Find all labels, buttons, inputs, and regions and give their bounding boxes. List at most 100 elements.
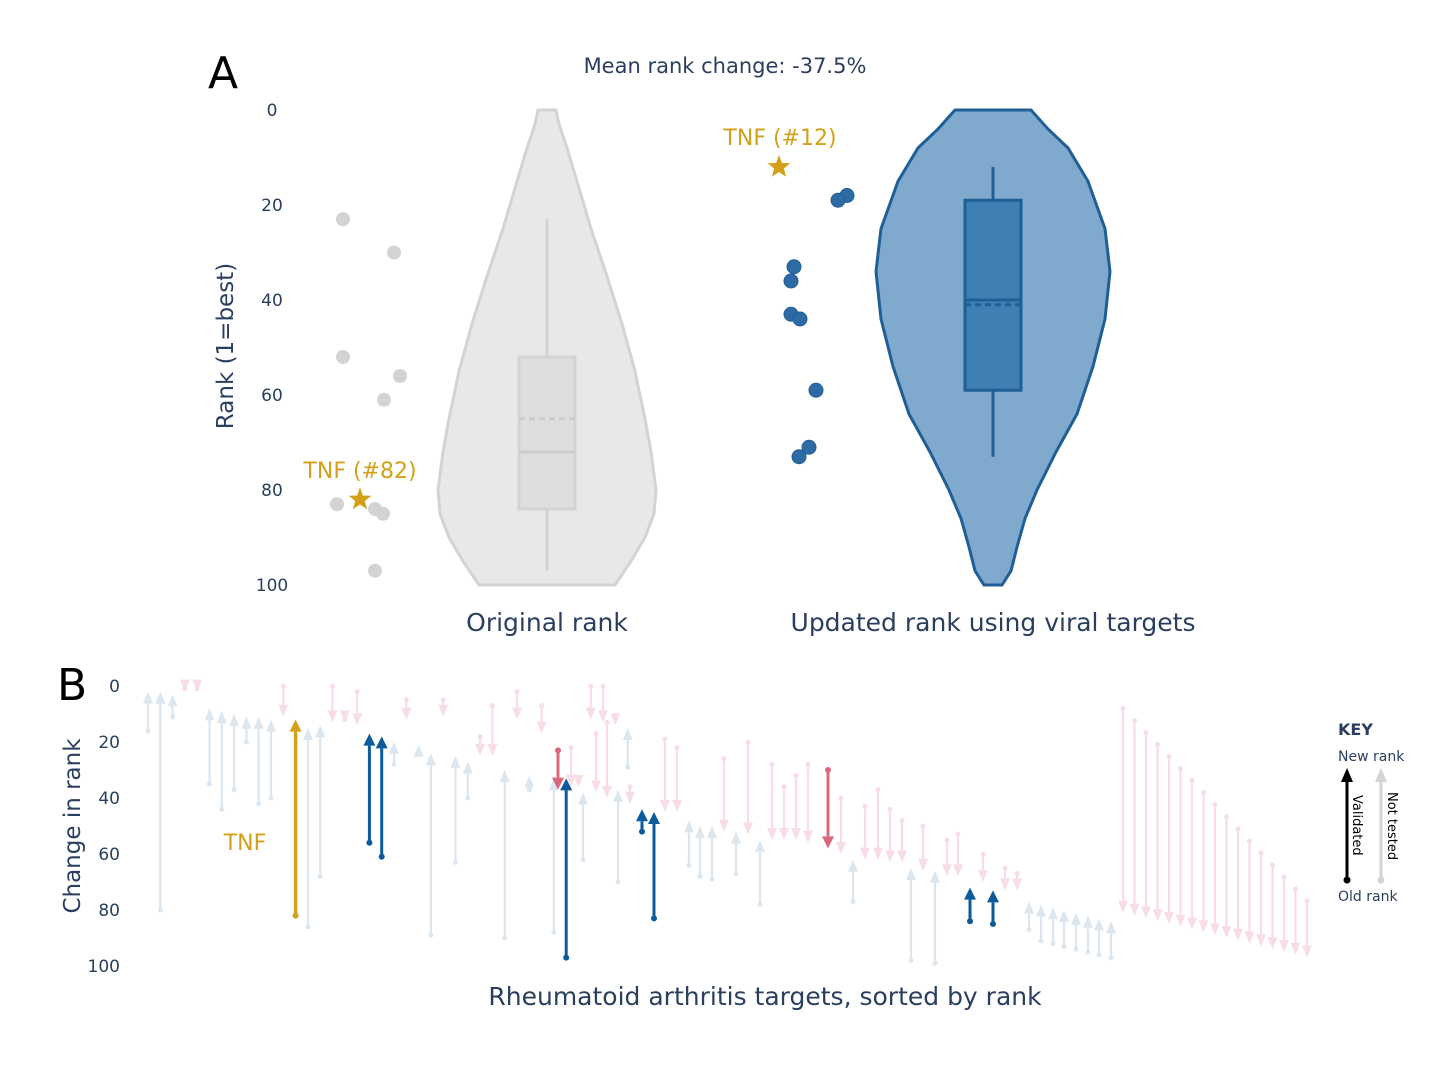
arrow-head — [1059, 910, 1069, 922]
arrow-tail — [576, 778, 581, 784]
point-updated — [801, 439, 817, 455]
arrow-tail — [875, 787, 881, 793]
arrow-tail — [1258, 850, 1264, 856]
arrow-head — [964, 887, 976, 900]
arrow-head — [836, 842, 846, 854]
arrow-tail — [1270, 862, 1275, 868]
arrow-tail — [615, 879, 621, 885]
tnf-annotation-original: TNF (#82) — [302, 459, 416, 484]
arrow-head — [179, 679, 190, 692]
arrow-head — [1071, 912, 1081, 925]
arrow-head — [684, 820, 694, 833]
arrow-tail — [967, 918, 973, 925]
arrow-tail — [1247, 838, 1252, 844]
arrow-tail — [588, 683, 594, 689]
arrow-head — [1000, 878, 1010, 891]
arrow-head — [155, 691, 166, 704]
point-updated — [830, 192, 846, 208]
arrow-head — [613, 789, 623, 802]
key-not-tested-arrow-tail — [1377, 876, 1385, 884]
arrow-tail — [1281, 874, 1287, 880]
arrow-tail — [793, 773, 799, 779]
arrow-tail — [887, 806, 893, 812]
arrow-tail — [908, 957, 914, 963]
arrow-tail — [243, 739, 249, 745]
arrow-head — [1152, 909, 1163, 922]
arrow-head — [1129, 903, 1140, 916]
arrow-head — [1256, 934, 1266, 947]
point-original — [336, 350, 350, 364]
arrow-tail — [769, 761, 775, 767]
key-validated-arrow-head — [1341, 768, 1353, 782]
point-updated — [791, 449, 807, 465]
points-original — [330, 212, 407, 578]
arrow-tail — [1061, 943, 1067, 949]
arrow-tail — [932, 960, 938, 966]
panel-b-letter: B — [57, 660, 87, 711]
arrow-tail — [170, 714, 176, 720]
arrow-head — [636, 809, 648, 822]
point-updated — [808, 382, 824, 398]
arrow-tail — [330, 683, 335, 689]
point-original — [330, 497, 344, 512]
arrow-tail — [1235, 826, 1241, 832]
arrow-tail — [686, 862, 692, 868]
arrow-tail — [1155, 742, 1160, 748]
arrow-head — [560, 778, 573, 791]
arrow-head — [1083, 915, 1093, 928]
arrow-head — [302, 728, 313, 740]
arrow-tail — [440, 697, 446, 703]
arrow-tail — [709, 876, 715, 882]
arrow-tail — [1143, 729, 1149, 735]
arrow-head — [978, 870, 988, 882]
arrow-head — [1118, 900, 1128, 913]
arrow-tail — [612, 717, 618, 723]
arrow-head — [143, 691, 153, 704]
arrow-head — [524, 775, 535, 788]
arrow-head — [755, 840, 765, 852]
arrow-head — [1279, 940, 1289, 952]
arrow-head — [598, 710, 609, 723]
arrow-head — [253, 716, 264, 729]
key-not-tested-label: Not tested — [1384, 792, 1399, 860]
arrow-tail — [1212, 802, 1218, 808]
arrow-head — [953, 864, 963, 877]
box-updated — [963, 198, 1023, 392]
arrow-tail — [526, 787, 532, 793]
arrow-tail — [1096, 952, 1102, 958]
arrow-tail — [757, 901, 763, 907]
arrow-tail — [465, 795, 471, 801]
arrow-tail — [825, 767, 831, 773]
arrow-tail — [697, 873, 703, 879]
arrow-tail — [378, 853, 385, 860]
arrow-head — [1024, 901, 1034, 914]
arrow-head — [327, 710, 338, 723]
arrow-head — [602, 786, 612, 798]
panel-a-letter: A — [208, 48, 238, 99]
arrow-head — [591, 780, 601, 793]
point-original — [368, 563, 382, 578]
arrow-tail — [745, 739, 751, 745]
arrow-head — [1210, 923, 1220, 936]
arrow-tail — [292, 912, 299, 919]
arrow-head — [352, 713, 363, 726]
arrow-tail — [674, 745, 680, 751]
arrow-tail — [721, 756, 727, 762]
arrow-tail — [733, 871, 739, 877]
arrow-tail — [639, 828, 645, 835]
arrow-head — [475, 744, 486, 756]
panel-b-y-tick: 0 — [109, 677, 120, 697]
arrow-head — [512, 707, 522, 720]
arrow-tail — [920, 823, 926, 829]
arrow-head — [767, 828, 777, 840]
arrow-head — [743, 822, 753, 835]
tnf-label: TNF — [223, 831, 267, 856]
arrow-head — [897, 850, 907, 863]
arrow-tail — [182, 686, 188, 692]
arrow-tail — [1085, 949, 1091, 955]
arrow-tail — [1120, 705, 1126, 711]
tnf-annotation-updated: TNF (#12) — [722, 126, 836, 151]
arrow-tail — [342, 717, 348, 723]
box-original — [517, 355, 577, 511]
